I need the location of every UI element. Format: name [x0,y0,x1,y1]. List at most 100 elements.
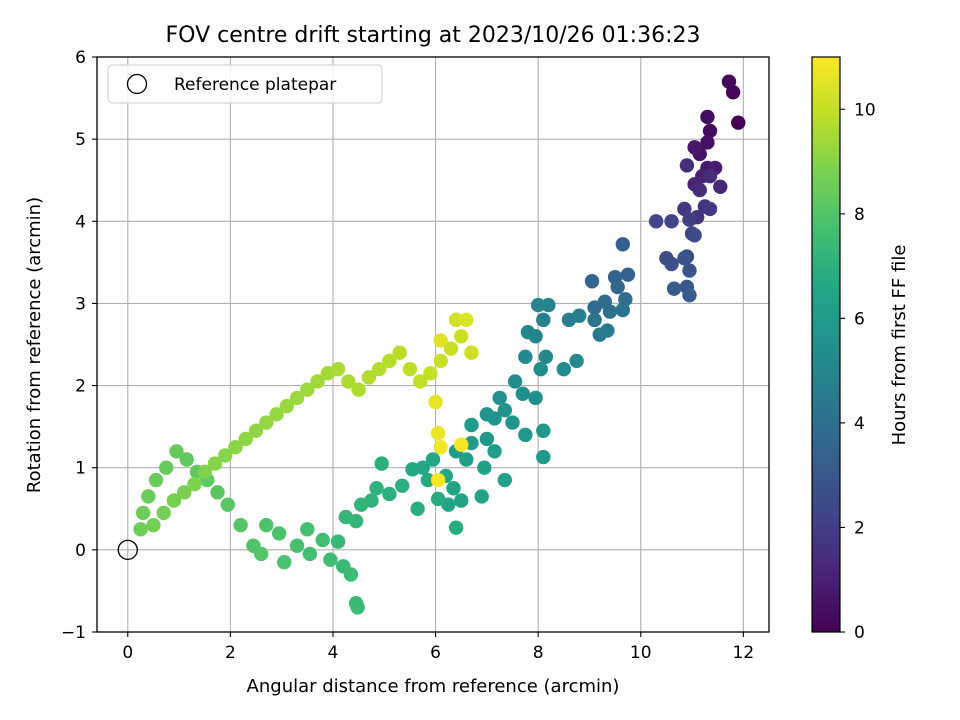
data-point [446,481,461,496]
reference-marker-layer [117,539,138,561]
x-axis-ticks: 0 2 4 6 8 10 12 [122,632,754,663]
data-point [487,411,502,426]
data-point [541,297,556,313]
data-point [536,312,551,328]
colorbar-tick-label: 8 [854,205,865,225]
legend-box [107,64,383,104]
y-tick-label: 5 [75,130,86,150]
data-point [520,324,536,340]
data-points [133,74,746,615]
data-point [323,552,338,567]
data-point [330,534,346,549]
data-point [300,522,315,537]
data-point [310,374,325,389]
x-tick-label: 0 [122,643,133,663]
data-point [433,353,448,369]
data-point [687,140,702,155]
data-point [448,520,464,535]
y-tick-label: 4 [75,212,86,232]
data-point [602,304,618,319]
data-point [538,349,554,365]
data-point [721,74,737,89]
legend-marker-icon [126,73,148,95]
x-axis-label: Angular distance from reference (arcmin) [247,676,620,697]
data-point [464,417,479,433]
data-point [361,370,377,385]
data-point [454,329,469,344]
colorbar-tick-label: 6 [854,309,865,329]
colorbar-tick-label: 10 [854,100,876,120]
y-tick-label: 0 [75,541,86,561]
data-point [210,485,225,500]
data-point [487,444,502,459]
x-tick-label: 6 [430,643,441,663]
data-point [351,382,366,397]
data-point [405,462,420,477]
data-point [279,398,295,414]
data-point [454,493,469,508]
data-point [156,505,171,521]
data-point [474,489,489,504]
data-point [253,546,269,562]
data-point [410,501,425,516]
data-point [702,123,718,139]
data-point [600,323,615,338]
data-point [430,426,446,441]
data-point [371,361,387,377]
data-point [700,109,715,125]
data-point [569,353,584,369]
data-point [682,288,697,303]
data-point [207,456,223,471]
data-point [141,489,156,504]
data-point [648,214,664,229]
data-point [533,361,548,377]
data-point [423,366,438,381]
data-point [233,518,248,533]
data-point [587,312,602,328]
colorbar-tick-label: 4 [854,414,865,434]
data-point [425,452,441,467]
data-point [430,472,446,488]
data-point [218,448,233,463]
y-tick-label: 2 [75,377,86,397]
data-point [443,341,459,356]
data-point [497,403,513,418]
data-point [148,472,164,488]
data-point [620,267,636,282]
data-point [259,518,274,533]
data-point [700,135,715,150]
data-point [220,497,236,512]
data-point [556,361,572,377]
data-point [459,312,474,328]
data-point [702,201,718,217]
plot-area-frame [96,56,770,633]
data-point [177,485,192,500]
legend: Reference platepar [107,64,383,104]
data-point [518,427,533,443]
data-point [382,353,397,369]
colorbar-tick-label: 2 [854,518,865,538]
data-point [402,361,418,377]
data-point [587,300,602,315]
data-point [374,456,389,471]
data-point [433,333,448,348]
data-point [395,478,410,493]
x-tick-label: 12 [733,643,755,663]
data-point [687,228,702,243]
x-tick-label: 10 [630,643,652,663]
data-point [248,423,264,438]
data-point [464,345,479,360]
colorbar [811,56,841,633]
y-axis-ticks: −1 0 1 2 3 4 5 6 [61,48,97,643]
data-point [477,460,492,475]
data-point [664,256,679,272]
data-point [341,374,356,389]
data-point [677,201,692,217]
data-point [289,390,305,406]
data-point [459,452,474,467]
data-point [338,509,353,525]
data-point [228,439,243,455]
data-point [166,493,182,508]
data-point [197,464,212,480]
